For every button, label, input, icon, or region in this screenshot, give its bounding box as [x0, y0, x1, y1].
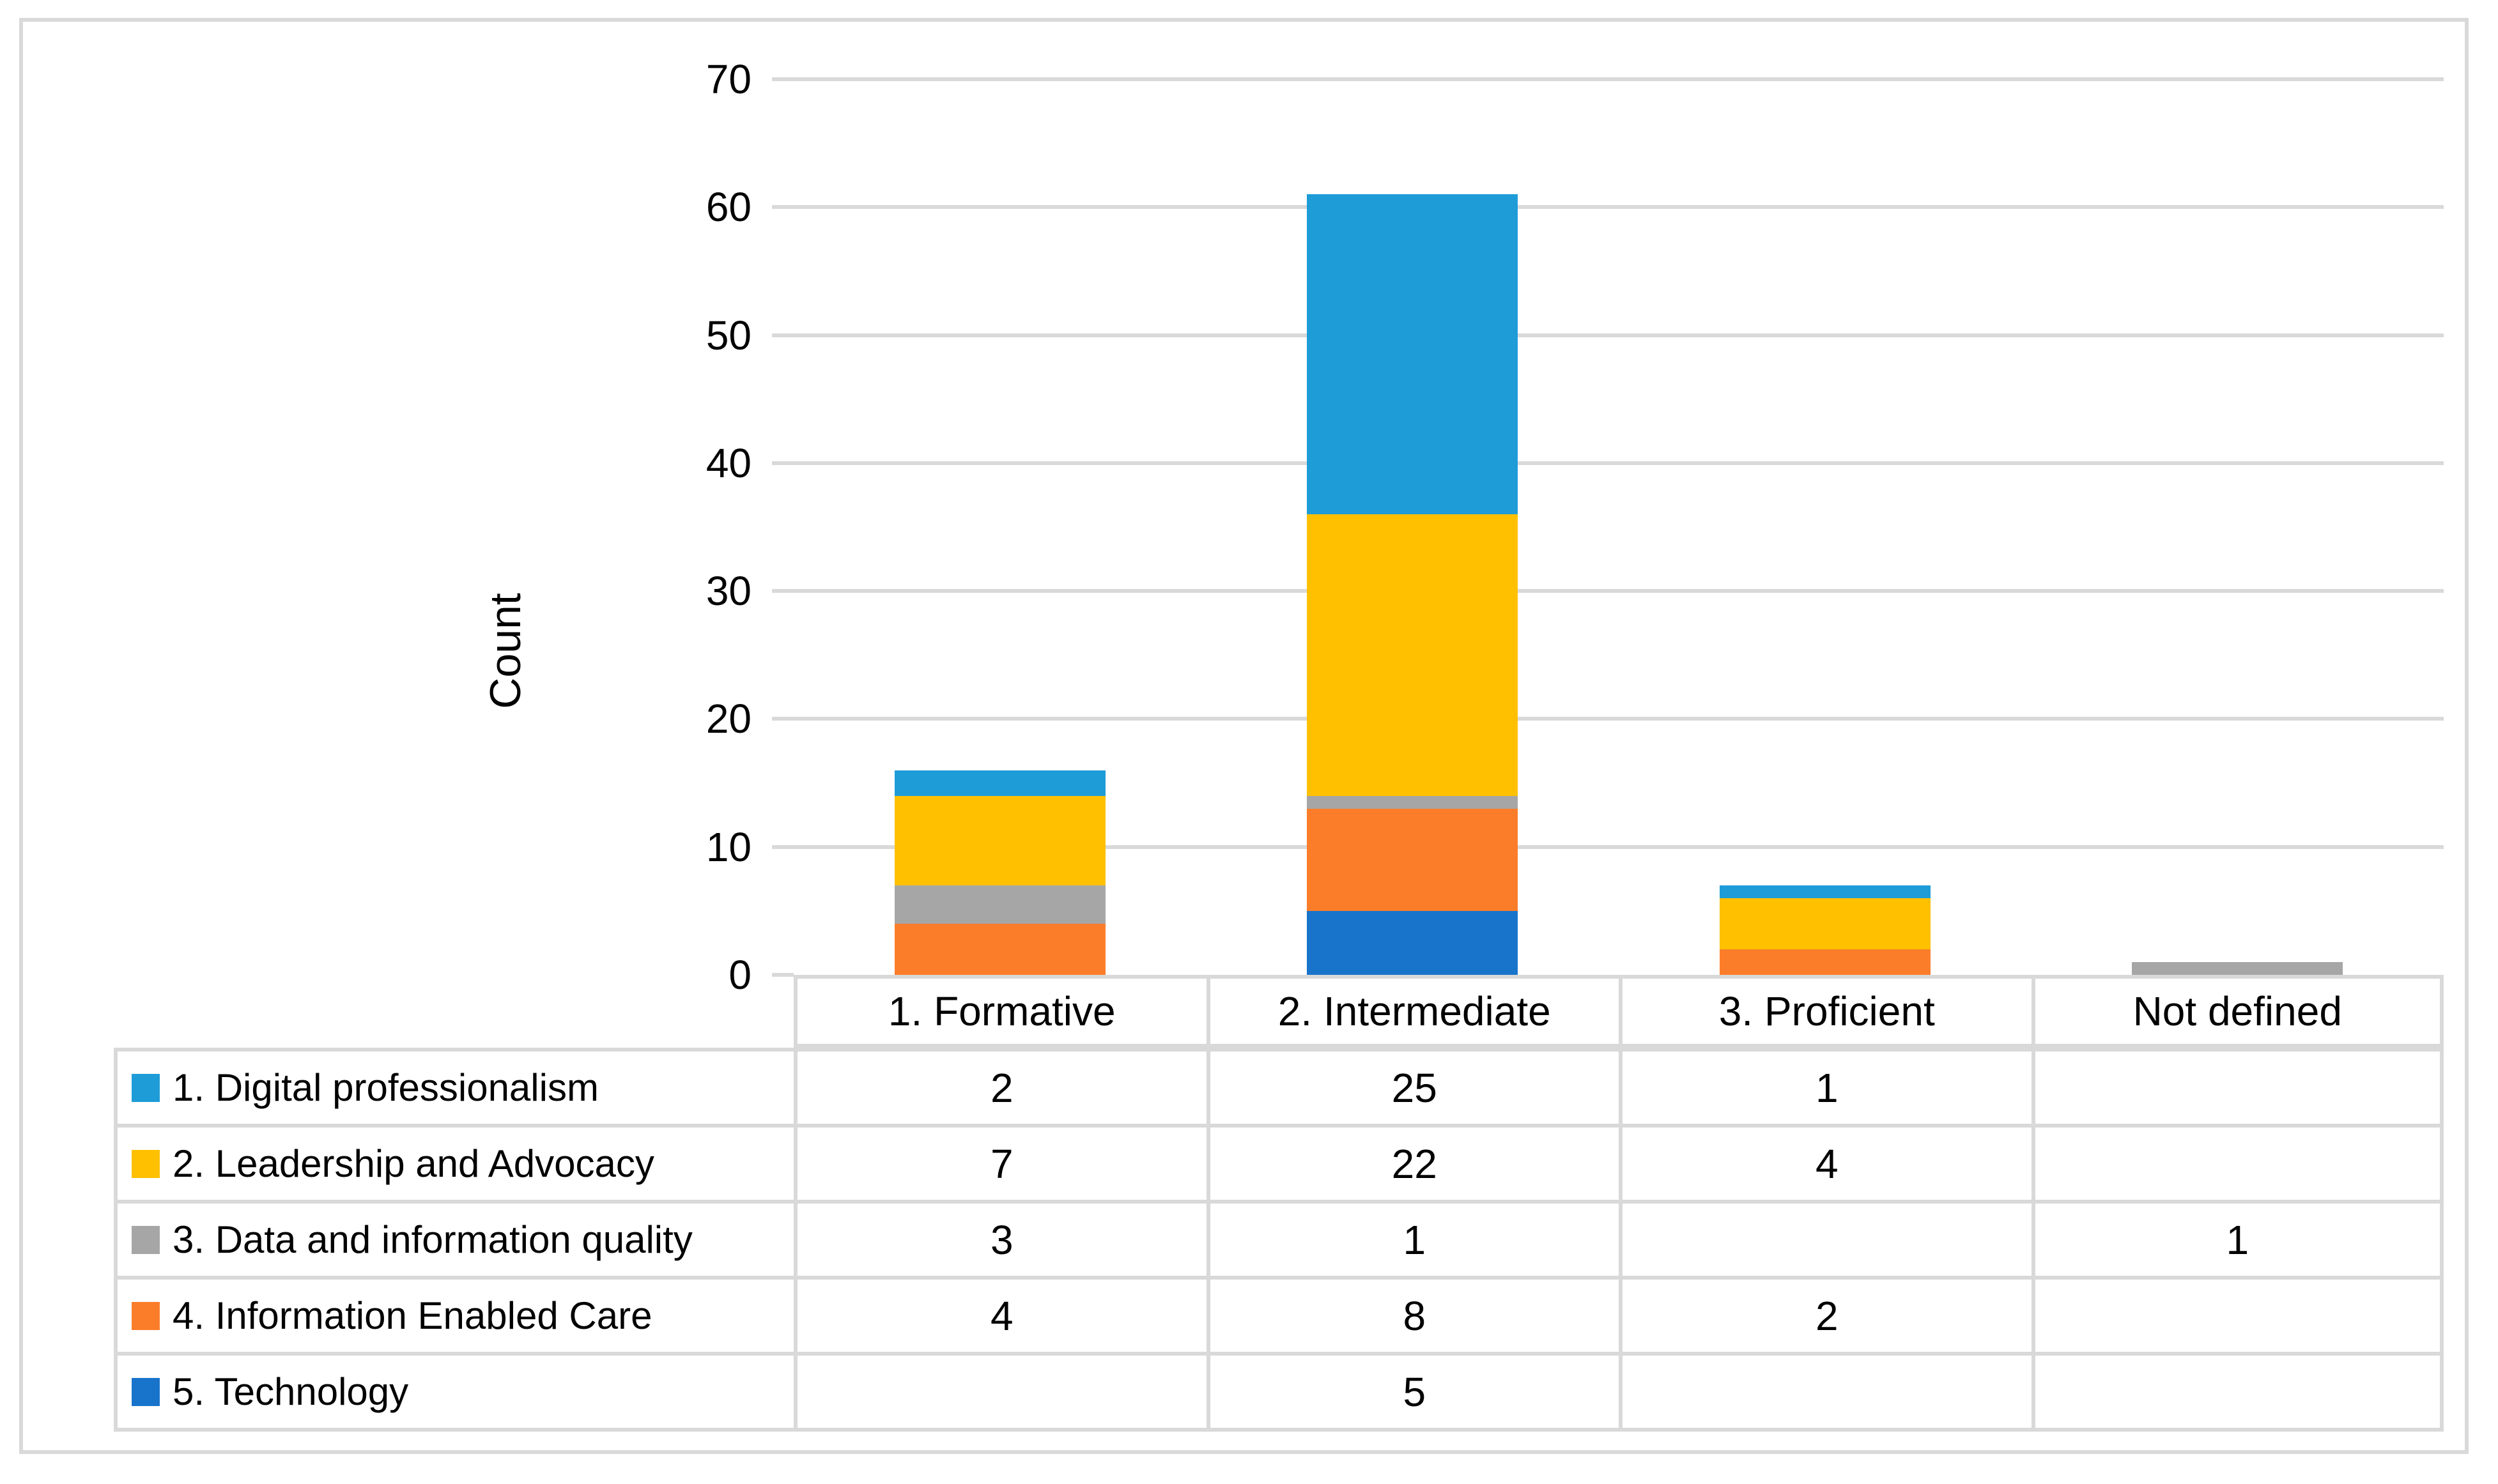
y-axis-layer: 0 10 20 30 40 50 60 70 — [23, 22, 2465, 1450]
y-tick-label: 40 — [705, 440, 752, 486]
y-tick-label: 50 — [705, 312, 752, 358]
value-cell: 1 — [1619, 1048, 2035, 1128]
legend-label: 3. Data and information quality — [173, 1218, 693, 1261]
gridline — [794, 845, 2444, 849]
category-header-cell: 1. Formative — [794, 975, 1210, 1048]
bar-segment-4 — [894, 923, 1106, 975]
legend-label: 2. Leadership and Advocacy — [173, 1142, 654, 1185]
gridline — [794, 205, 2444, 210]
legend-swatch — [132, 1225, 160, 1254]
value-cell: 8 — [1206, 1276, 1623, 1356]
value-cell: 2 — [794, 1048, 1210, 1128]
legend-label: 5. Technology — [173, 1370, 409, 1413]
bar-segment-1 — [1307, 194, 1518, 514]
y-axis-tick — [772, 205, 794, 210]
y-tick-label: 30 — [705, 568, 752, 615]
y-axis-tick — [772, 973, 794, 977]
figure-border-frame: 0 10 20 30 40 50 60 70 1. Formative 2. Intermedi… — [19, 18, 2469, 1454]
value-cell: 22 — [1206, 1124, 1623, 1204]
legend-cell: 3. Data and information quality — [114, 1200, 798, 1280]
y-axis-tick — [772, 461, 794, 465]
bar-segment-4 — [1719, 949, 1931, 975]
y-axis-tick — [772, 77, 794, 81]
legend-cell: 4. Information Enabled Care — [114, 1276, 798, 1356]
legend-swatch — [132, 1377, 160, 1406]
gridline — [794, 333, 2444, 337]
bar-segment-2 — [1307, 514, 1518, 796]
value-cell: 4 — [794, 1276, 1210, 1356]
bar-segment-3 — [2132, 961, 2343, 975]
legend-swatch — [132, 1301, 160, 1330]
value-cell — [794, 1352, 1210, 1432]
value-cell: 3 — [794, 1200, 1210, 1280]
legend-cell: 5. Technology — [114, 1352, 798, 1432]
value-cell: 7 — [794, 1124, 1210, 1204]
value-cell: 25 — [1206, 1048, 1623, 1128]
y-axis-tick — [772, 717, 794, 721]
value-cell: 1 — [1206, 1200, 1623, 1280]
y-tick-label: 70 — [705, 56, 752, 102]
y-tick-label: 0 — [729, 952, 752, 998]
value-cell: 2 — [1619, 1276, 2035, 1356]
value-cell — [2031, 1048, 2444, 1128]
gridline — [794, 717, 2444, 721]
legend-cell: 2. Leadership and Advocacy — [114, 1124, 798, 1204]
bar-segment-1 — [1719, 885, 1931, 898]
legend-label: 1. Digital professionalism — [173, 1066, 599, 1109]
data-table: 1. Formative 2. Intermediate 3. Proficient… — [23, 22, 2465, 1450]
category-header-cell: Not defined — [2031, 975, 2444, 1048]
gridline — [794, 589, 2444, 593]
value-cell: 4 — [1619, 1124, 2035, 1204]
y-axis-tick — [772, 845, 794, 849]
legend-cell: 1. Digital professionalism — [114, 1048, 798, 1128]
legend-label: 4. Information Enabled Care — [173, 1294, 652, 1337]
value-cell: 5 — [1206, 1352, 1623, 1432]
y-tick-label: 10 — [705, 823, 752, 870]
y-axis-title-text: Count — [481, 593, 530, 709]
gridline — [794, 77, 2444, 81]
value-cell — [2031, 1124, 2444, 1204]
value-cell: 1 — [2031, 1200, 2444, 1280]
gridlines-layer — [23, 22, 2465, 1450]
bar-segment-1 — [894, 770, 1106, 796]
bar-segment-2 — [1719, 898, 1931, 949]
y-axis-tick — [772, 589, 794, 593]
bars-layer — [23, 22, 2465, 1450]
bar-segment-4 — [1307, 808, 1518, 911]
bar-segment-5 — [1307, 910, 1518, 975]
value-cell — [2031, 1352, 2444, 1432]
category-header-cell: 3. Proficient — [1619, 975, 2035, 1048]
y-tick-label: 60 — [705, 184, 752, 231]
value-cell — [1619, 1352, 2035, 1432]
value-cell — [1619, 1200, 2035, 1280]
gridline — [794, 461, 2444, 465]
bar-segment-3 — [894, 885, 1106, 924]
y-axis-tick — [772, 333, 794, 337]
value-cell — [2031, 1276, 2444, 1356]
bar-segment-3 — [1307, 795, 1518, 809]
y-tick-label: 20 — [705, 696, 752, 742]
bar-segment-2 — [894, 795, 1106, 885]
legend-swatch — [132, 1073, 160, 1102]
category-header-cell: 2. Intermediate — [1206, 975, 1623, 1048]
legend-swatch — [132, 1149, 160, 1178]
